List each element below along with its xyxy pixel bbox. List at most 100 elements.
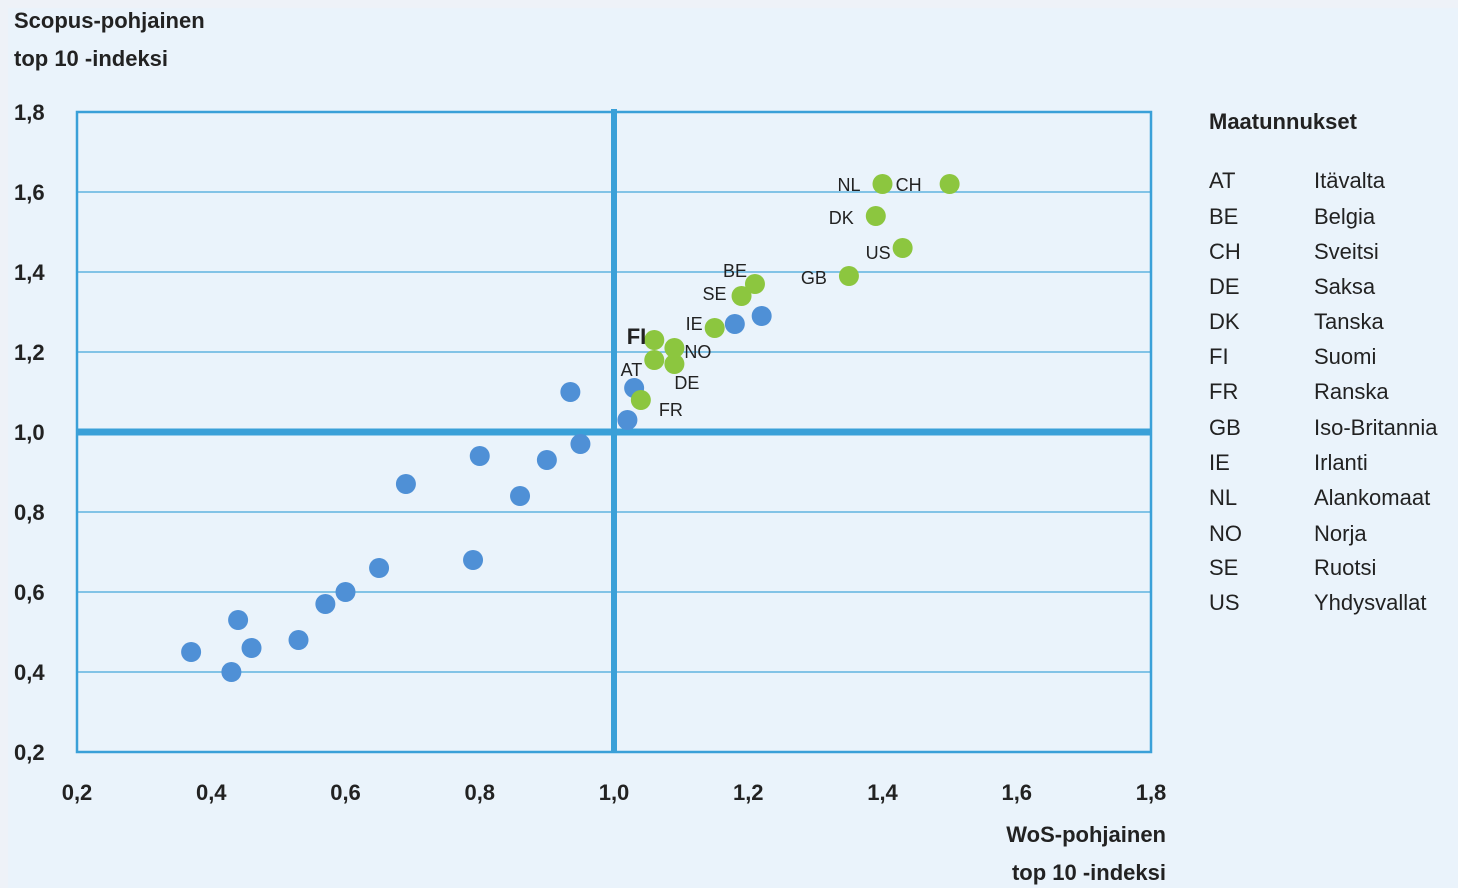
data-point [469,446,490,466]
legend-code: FR [1209,379,1239,404]
data-point [664,338,685,358]
legend-row: DK Tanska [1209,309,1458,339]
data-label: NO [684,342,711,362]
legend-code: NO [1209,521,1242,546]
legend-country: Alankomaat [1314,485,1431,510]
data-label: DE [674,373,699,393]
data-point [865,206,886,226]
data-point [617,410,638,430]
legend-code: AT [1209,168,1236,193]
legend-row: GB Iso-Britannia [1209,415,1458,445]
legend-country: Yhdysvallat [1314,590,1427,615]
data-point [536,450,557,470]
legend-row: BE Belgia [1209,204,1458,234]
y-axis-title-line-2: top 10 -indeksi [14,46,169,71]
legend-row: FR Ranska [1209,379,1458,409]
data-point [560,382,581,402]
data-point [335,582,356,602]
x-tick-label: 1,2 [733,780,764,805]
x-tick-label: 1,6 [1001,780,1032,805]
data-point [704,318,725,338]
legend-code: IE [1209,450,1230,475]
legend-row: AT Itävalta [1209,168,1458,198]
data-point [570,434,591,454]
y-tick-label: 0,2 [14,740,45,765]
legend-title: Maatunnukset [1209,109,1357,134]
y-tick-label: 1,8 [14,100,45,125]
data-label: FI [627,324,647,349]
legend-row: NL Alankomaat [1209,485,1458,515]
y-tick-label: 0,4 [14,660,45,685]
data-point [838,266,859,286]
legend-code: BE [1209,204,1239,229]
legend-row: IE Irlanti [1209,450,1458,480]
legend-country: Norja [1314,521,1367,546]
data-point [872,174,893,194]
data-label: GB [801,268,827,288]
y-tick-label: 0,8 [14,500,45,525]
data-point [369,558,390,578]
data-point [463,550,484,570]
legend-code: SE [1209,555,1239,580]
data-point [939,174,960,194]
data-label: AT [621,360,643,380]
data-point [315,594,336,614]
legend-country: Saksa [1314,274,1376,299]
legend-row: US Yhdysvallat [1209,590,1458,620]
legend-row: SE Ruotsi [1209,555,1458,585]
data-point [241,638,262,658]
x-tick-label: 0,8 [464,780,495,805]
legend-country: Suomi [1314,344,1377,369]
data-point [228,610,249,630]
y-tick-label: 1,4 [14,260,45,285]
data-point [630,390,651,410]
legend-country: Ruotsi [1314,555,1377,580]
y-tick-label: 1,6 [14,180,45,205]
legend-row: CH Sveitsi [1209,239,1458,269]
data-label: NL [837,175,860,195]
x-axis-title-line-1: WoS-pohjainen [1006,822,1166,847]
data-point [644,330,665,350]
data-point [288,630,309,650]
legend-country: Sveitsi [1314,239,1379,264]
y-tick-label: 1,0 [14,420,45,445]
legend-country: Tanska [1314,309,1384,334]
legend-country: Itävalta [1314,168,1385,193]
data-point [181,642,202,662]
x-tick-label: 0,2 [62,780,93,805]
data-point [664,354,685,374]
x-tick-label: 0,6 [330,780,361,805]
legend-country: Ranska [1314,379,1389,404]
legend-code: CH [1209,239,1241,264]
y-axis-title-line-1: Scopus-pohjainen [14,8,205,33]
legend-country: Irlanti [1314,450,1368,475]
x-tick-label: 1,8 [1136,780,1167,805]
legend-code: US [1209,590,1240,615]
legend-country: Iso-Britannia [1314,415,1438,440]
x-tick-label: 1,0 [599,780,630,805]
data-point [744,274,765,294]
x-tick-label: 0,4 [196,780,227,805]
data-point [724,314,745,334]
legend-code: GB [1209,415,1241,440]
data-point [731,286,752,306]
legend-code: FI [1209,344,1229,369]
data-point [510,486,531,506]
data-label: DK [829,208,854,228]
y-tick-label: 1,2 [14,340,45,365]
legend-row: DE Saksa [1209,274,1458,304]
legend-row: NO Norja [1209,521,1458,551]
data-point [892,238,913,258]
data-point [644,350,665,370]
data-point [751,306,772,326]
data-label: CH [896,175,922,195]
data-point [395,474,416,494]
legend-code: DE [1209,274,1240,299]
data-label: FR [659,400,683,420]
data-label: US [866,243,891,263]
y-tick-label: 0,6 [14,580,45,605]
x-tick-label: 1,4 [867,780,898,805]
data-point [221,662,242,682]
legend-code: NL [1209,485,1238,510]
